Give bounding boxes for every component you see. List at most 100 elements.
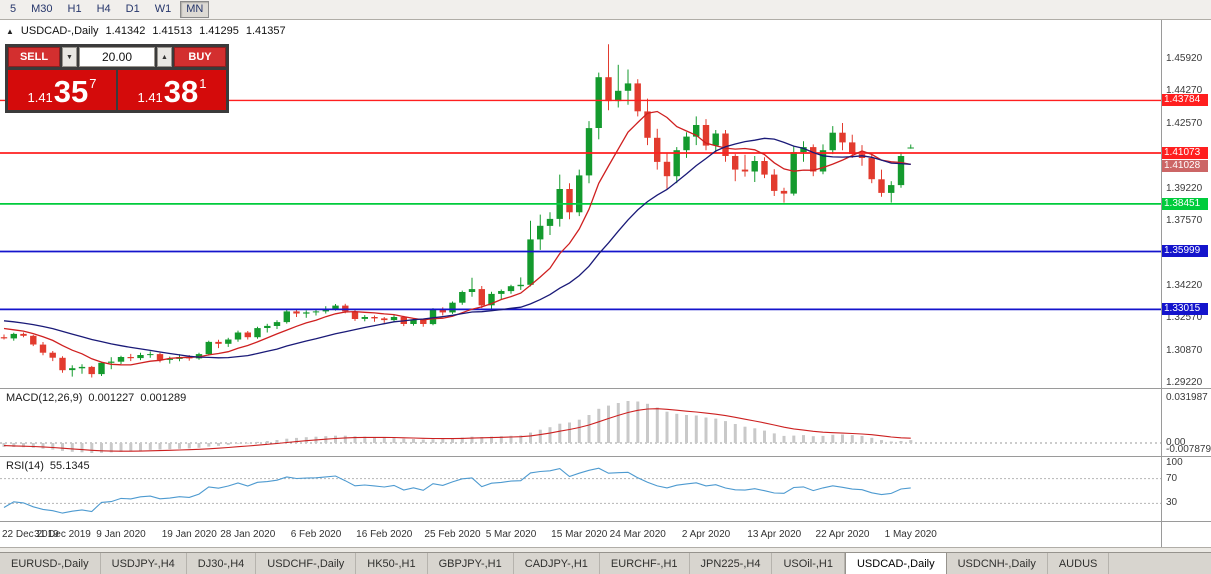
pane-separator[interactable]: [0, 456, 1211, 457]
volume-increase-button[interactable]: ▲: [157, 47, 172, 67]
price-level-tag: 1.38451: [1162, 197, 1208, 210]
price-level-tag: 1.41073: [1162, 147, 1208, 160]
macd-label: MACD(12,26,9) 0.001227 0.001289: [6, 392, 186, 404]
sell-price-sup: 7: [89, 76, 97, 91]
price-level-tag: 1.41028: [1162, 159, 1208, 172]
tab-jpn225-h4[interactable]: JPN225-,H4: [689, 553, 773, 574]
timeframe-h4[interactable]: H4: [91, 1, 117, 18]
price-axis-label: 1.30870: [1166, 344, 1203, 356]
date-axis-label: 22 Dec 2019: [2, 529, 59, 540]
date-axis-label: 31 Dec 2019: [34, 529, 91, 540]
timeframe-w1[interactable]: W1: [149, 1, 178, 18]
price-level-tag: 1.33015: [1162, 303, 1208, 316]
macd-axis-label: 0.031987: [1166, 392, 1208, 404]
ohlc-close: 1.41357: [245, 25, 286, 37]
price-level-tag: 1.43784: [1162, 94, 1208, 107]
buy-price-big: 38: [163, 74, 199, 109]
chart-tabbar: EURUSD-,Daily USDJPY-,H4 DJ30-,H4 USDCHF-,D…: [0, 552, 1211, 574]
one-click-trading-panel: SELL ▼ ▲ BUY 1.41 35 7 1.41 38 1: [5, 44, 229, 113]
buy-button[interactable]: BUY: [174, 47, 226, 67]
rsi-axis-label: 100: [1166, 457, 1183, 468]
rsi-axis[interactable]: 100 70 30: [1162, 457, 1211, 521]
tab-hk50-h1[interactable]: HK50-,H1: [356, 553, 428, 574]
price-level-tag: 1.35999: [1162, 245, 1208, 258]
sell-price-prefix: 1.41: [27, 90, 53, 105]
date-axis-label: 16 Feb 2020: [356, 529, 413, 540]
macd-main-value: 0.001227: [88, 392, 135, 404]
rsi-indicator-pane[interactable]: [0, 457, 1161, 521]
tab-usdcad-daily[interactable]: USDCAD-,Daily: [844, 553, 947, 574]
price-axis-label: 1.45920: [1166, 53, 1203, 64]
volume-input[interactable]: [79, 47, 155, 67]
rsi-axis-label: 30: [1166, 497, 1178, 509]
tab-usdchf-daily[interactable]: USDCHF-,Daily: [256, 553, 357, 574]
date-axis-label: 6 Feb 2020: [290, 529, 342, 540]
price-chart-pane[interactable]: [0, 20, 1161, 388]
date-axis-label: 9 Jan 2020: [96, 529, 146, 540]
price-axis-label: 1.32570: [1166, 311, 1203, 323]
buy-price-button[interactable]: 1.41 38 1: [118, 70, 226, 110]
tab-eurusd-daily[interactable]: EURUSD-,Daily: [0, 553, 101, 574]
tab-usdjpy-h4[interactable]: USDJPY-,H4: [100, 553, 187, 574]
timeframe-h1[interactable]: H1: [62, 1, 88, 18]
rsi-label: RSI(14) 55.1345: [6, 460, 90, 472]
one-click-panel-toggle-icon[interactable]: ▲: [6, 26, 14, 36]
chart-ohlc-title: ▲ USDCAD-,Daily 1.41342 1.41513 1.41295 …: [6, 25, 286, 37]
date-axis-label: 19 Jan 2020: [161, 529, 217, 540]
tab-dj30-h4[interactable]: DJ30-,H4: [186, 553, 257, 574]
ma-slow-line: [3, 137, 911, 359]
chart-symbol-label: USDCAD-,Daily: [20, 25, 99, 37]
buy-price-prefix: 1.41: [137, 90, 163, 105]
timeframe-mn[interactable]: MN: [180, 1, 210, 18]
timeframe-5[interactable]: 5: [4, 1, 22, 18]
sell-price-button[interactable]: 1.41 35 7: [8, 70, 116, 110]
timeframe-d1[interactable]: D1: [120, 1, 146, 18]
macd-axis-label: 0.00: [1166, 437, 1186, 448]
timeframe-m30[interactable]: M30: [25, 1, 58, 18]
date-axis-label: 1 May 2020: [884, 529, 937, 540]
date-axis[interactable]: 22 Dec 2019 31 Dec 2019 9 Jan 2020 19 Jan 2…: [0, 522, 1161, 547]
sell-price-big: 35: [53, 74, 89, 109]
macd-signal-value: 0.001289: [140, 392, 187, 404]
macd-signal-line: [3, 408, 911, 452]
price-axis[interactable]: 1.459201.442701.425701.409201.392201.375…: [1162, 20, 1211, 388]
tab-usdcnh-daily[interactable]: USDCNH-,Daily: [946, 553, 1048, 574]
timeframe-toolbar: 5 M30 H1 H4 D1 W1 MN: [0, 0, 1211, 20]
pane-separator[interactable]: [0, 388, 1211, 389]
rsi-axis-label: 70: [1166, 472, 1178, 484]
date-axis-label: 28 Jan 2020: [220, 529, 276, 540]
sell-button[interactable]: SELL: [8, 47, 60, 67]
macd-histogram: [2, 401, 913, 453]
volume-decrease-button[interactable]: ▼: [62, 47, 77, 67]
status-strip: [0, 547, 1211, 552]
ohlc-open: 1.41342: [105, 25, 146, 37]
macd-indicator-pane[interactable]: [0, 389, 1161, 456]
pane-separator: [0, 521, 1211, 522]
ma-fast-line: [3, 110, 911, 366]
date-axis-label: 24 Mar 2020: [609, 529, 666, 540]
ohlc-high: 1.41513: [152, 25, 193, 37]
price-axis-label: 1.29220: [1166, 376, 1203, 388]
tab-audus[interactable]: AUDUS: [1047, 553, 1110, 574]
macd-name: MACD(12,26,9): [6, 392, 83, 404]
tab-cadjpy-h1[interactable]: CADJPY-,H1: [513, 553, 600, 574]
price-axis-label: 1.34220: [1166, 279, 1203, 291]
tab-eurchf-h1[interactable]: EURCHF-,H1: [599, 553, 690, 574]
date-axis-label: 22 Apr 2020: [815, 529, 870, 540]
price-axis-label: 1.42570: [1166, 117, 1203, 129]
rsi-value: 55.1345: [49, 460, 90, 472]
buy-price-sup: 1: [199, 76, 207, 91]
rsi-line: [3, 467, 911, 514]
tab-gbpjpy-h1[interactable]: GBPJPY-,H1: [427, 553, 514, 574]
date-axis-label: 13 Apr 2020: [747, 529, 802, 540]
date-axis-label: 15 Mar 2020: [551, 529, 608, 540]
axis-separator: [1161, 20, 1162, 547]
macd-axis-label: -0.007879: [1166, 444, 1211, 455]
price-axis-label: 1.44270: [1166, 85, 1203, 96]
macd-axis[interactable]: 0.031987 0.00 -0.007879: [1162, 389, 1211, 456]
date-axis-label: 2 Apr 2020: [681, 529, 731, 540]
date-axis-label: 25 Feb 2020: [424, 529, 481, 540]
tab-usoil-h1[interactable]: USOil-,H1: [772, 553, 845, 574]
price-axis-label: 1.37570: [1166, 214, 1203, 226]
